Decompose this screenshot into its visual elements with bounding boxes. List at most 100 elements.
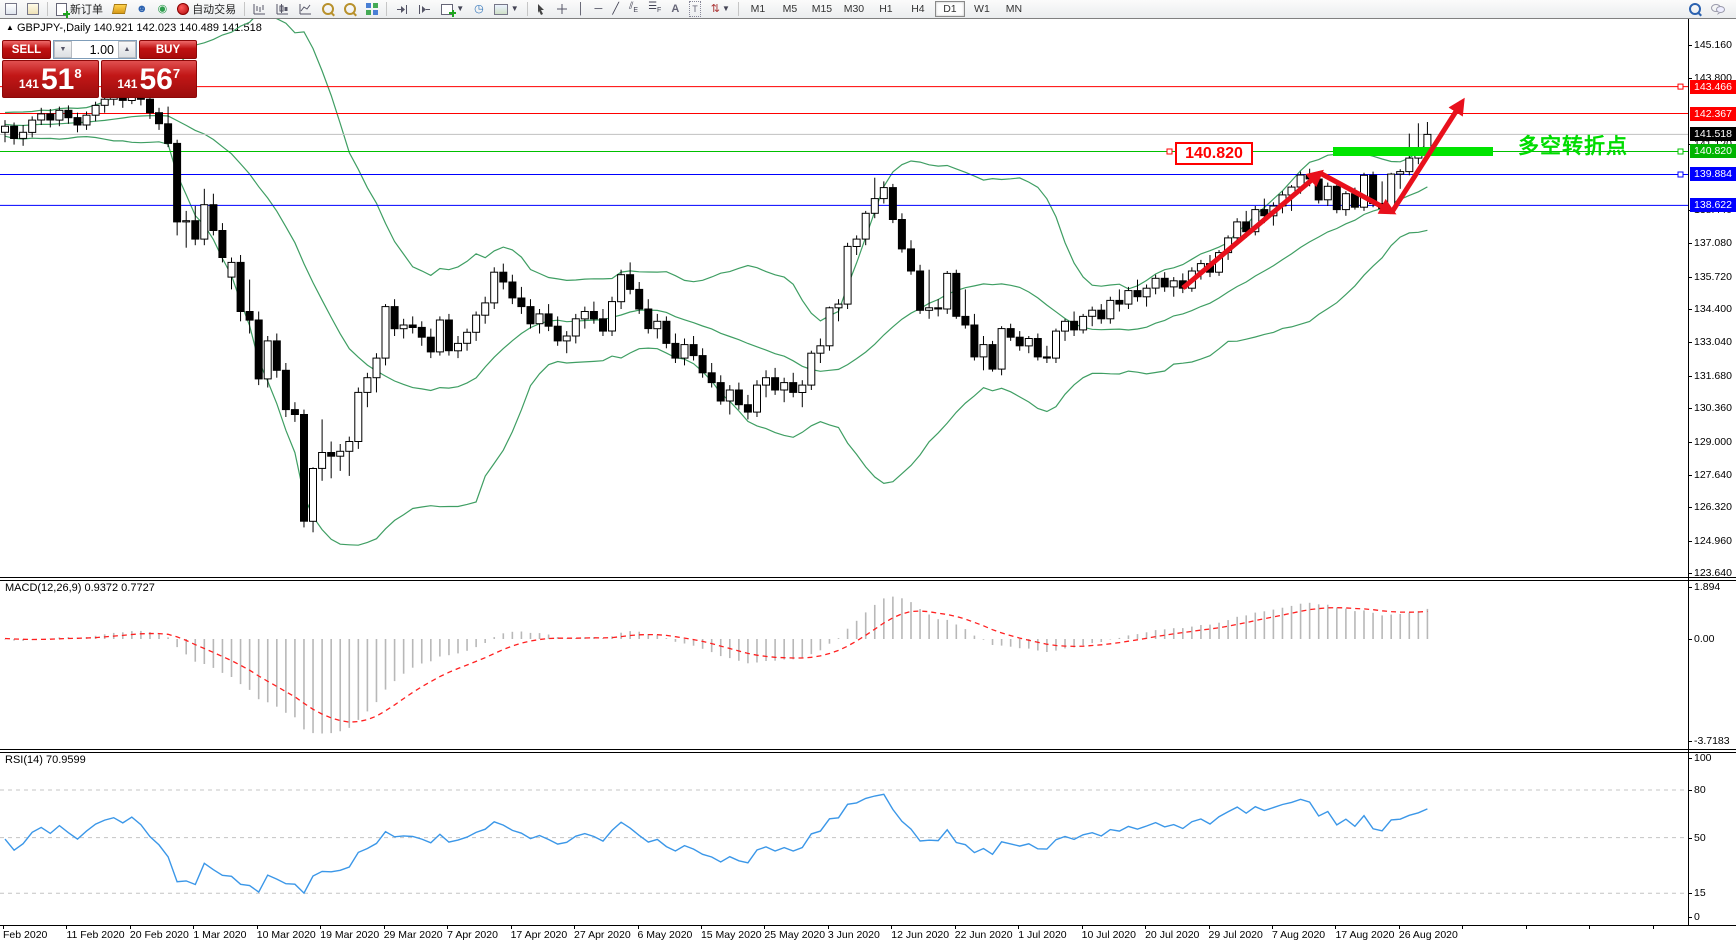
- line-selection-handle[interactable]: [1677, 83, 1684, 90]
- chart-shift-button[interactable]: [414, 0, 435, 18]
- price-tick-mark: [1688, 441, 1692, 443]
- macd-histogram: [4, 596, 1429, 734]
- candle-body: [381, 306, 390, 359]
- sell-price-big: 51: [40, 63, 75, 96]
- text-label-tool[interactable]: T: [685, 0, 705, 18]
- autotrade-button[interactable]: 自动交易: [173, 0, 240, 18]
- date-tick-label: 7 Apr 2020: [447, 929, 498, 941]
- tile-windows-button[interactable]: [362, 0, 382, 18]
- candle-chart-type-button[interactable]: [272, 0, 293, 18]
- turning-point-annotation[interactable]: 多空转折点: [1518, 135, 1628, 158]
- line-selection-handle[interactable]: [1677, 171, 1684, 178]
- signals-button[interactable]: ◉: [154, 0, 172, 18]
- community-button[interactable]: ☻: [132, 0, 152, 18]
- zoom-out-button[interactable]: [340, 0, 360, 18]
- candle-body: [1396, 171, 1405, 175]
- chat-button[interactable]: [1707, 0, 1729, 18]
- line-selection-handle[interactable]: [1677, 148, 1684, 155]
- date-tick-label: 17 Aug 2020: [1335, 929, 1395, 941]
- date-tick-mark: [256, 925, 258, 929]
- sell-button[interactable]: SELL: [2, 40, 51, 59]
- arrows-tool[interactable]: ⇅ ▼: [707, 0, 734, 18]
- rsi-label: RSI(14) 70.9599: [5, 754, 86, 766]
- support-zone-bar[interactable]: [1333, 147, 1493, 156]
- new-order-button[interactable]: 新订单: [52, 0, 107, 18]
- bar-chart-type-button[interactable]: [249, 0, 270, 18]
- price-flag: 139.884: [1690, 167, 1736, 182]
- candles: [1, 87, 1432, 533]
- buy-price-button[interactable]: 141 56 7: [100, 60, 197, 98]
- candle-body: [236, 261, 245, 312]
- volume-input[interactable]: [72, 41, 118, 58]
- date-tick-label: 1 Jul 2020: [1018, 929, 1067, 941]
- horizontal-line-tool[interactable]: ─: [591, 0, 607, 18]
- templates-button[interactable]: ▼: [490, 0, 523, 18]
- candle-body: [1251, 209, 1260, 233]
- candle-body: [544, 313, 553, 327]
- trendline-tool[interactable]: ╱: [608, 0, 623, 18]
- timeframe-button-m1[interactable]: M1: [750, 3, 766, 15]
- timeframe-button-h1[interactable]: H1: [879, 3, 893, 15]
- template-icon: [493, 3, 508, 15]
- candle-body: [100, 98, 109, 106]
- vertical-line-tool[interactable]: │: [574, 0, 589, 18]
- indicators-icon: [441, 3, 457, 17]
- timeframe-button-m15[interactable]: M15: [811, 3, 833, 15]
- candle-body: [82, 114, 91, 126]
- macd-pane[interactable]: [4, 596, 1429, 734]
- buy-button[interactable]: BUY: [139, 40, 197, 59]
- timeframe-button-m5[interactable]: M5: [782, 3, 798, 15]
- sell-price-button[interactable]: 141 51 8: [2, 60, 99, 98]
- fibonacci-tool[interactable]: ☰F: [644, 0, 665, 18]
- candle-body: [1079, 315, 1088, 331]
- zoom-in-button[interactable]: [318, 0, 338, 18]
- volume-increase-button[interactable]: ▲: [118, 41, 136, 58]
- cursor-tool[interactable]: [532, 0, 550, 18]
- candle-body: [327, 452, 336, 457]
- timeframe-button-mn[interactable]: MN: [1005, 3, 1023, 15]
- candle-body: [1106, 299, 1115, 320]
- timeframe-button-m30[interactable]: M30: [843, 3, 865, 15]
- trend-arrow[interactable]: [1318, 170, 1397, 215]
- timeframe-button-d1[interactable]: D1: [934, 1, 965, 17]
- toolbar: 新订单 ☻ ◉ 自动交易 ▼ ◷ ▼ │ ─ ╱ ⫽E ☰F A T ⇅ ▼ M1…: [0, 0, 1736, 19]
- candle-body: [762, 377, 770, 386]
- candle-body: [46, 113, 55, 121]
- label-anchor-handle[interactable]: [1166, 148, 1173, 155]
- rsi-tick-mark: [1688, 790, 1692, 791]
- autotrade-label: 自动交易: [192, 4, 237, 16]
- trend-arrow[interactable]: [1389, 97, 1465, 214]
- macd-tick-mark: [1688, 587, 1692, 588]
- crosshair-tool[interactable]: [552, 0, 572, 18]
- timeframe-button-w1[interactable]: W1: [974, 3, 990, 15]
- pane-separator[interactable]: [0, 749, 1736, 750]
- search-button[interactable]: [1685, 0, 1705, 18]
- candle-body: [173, 142, 182, 223]
- trend-arrow[interactable]: [1181, 169, 1324, 290]
- candle-body: [725, 389, 734, 402]
- price-level-label[interactable]: 140.820: [1175, 142, 1253, 165]
- profiles-button[interactable]: [23, 0, 43, 18]
- candle-body: [789, 382, 798, 393]
- auto-scroll-button[interactable]: [391, 0, 412, 18]
- new-chart-button[interactable]: [1, 0, 21, 18]
- one-click-toggle-icon[interactable]: ▲: [6, 23, 14, 32]
- rsi-pane[interactable]: [0, 789, 1688, 895]
- rsi-tick-mark: [1688, 917, 1692, 918]
- line-chart-type-button[interactable]: [295, 0, 316, 18]
- volume-decrease-button[interactable]: ▼: [54, 41, 72, 58]
- date-tick-mark: [193, 925, 195, 929]
- periods-button[interactable]: ◷: [470, 0, 488, 18]
- date-tick-mark: [1208, 925, 1210, 929]
- text-tool[interactable]: A: [667, 0, 683, 18]
- candle-body: [852, 238, 861, 248]
- channel-tool[interactable]: ⫽E: [625, 0, 642, 18]
- candle-body: [834, 303, 843, 309]
- candle-body: [961, 315, 970, 326]
- candle-body: [934, 307, 943, 310]
- timeframe-button-h4[interactable]: H4: [911, 3, 925, 15]
- pane-separator[interactable]: [0, 577, 1736, 578]
- indicators-button[interactable]: ▼: [437, 0, 468, 18]
- main-pane[interactable]: [0, 13, 1688, 546]
